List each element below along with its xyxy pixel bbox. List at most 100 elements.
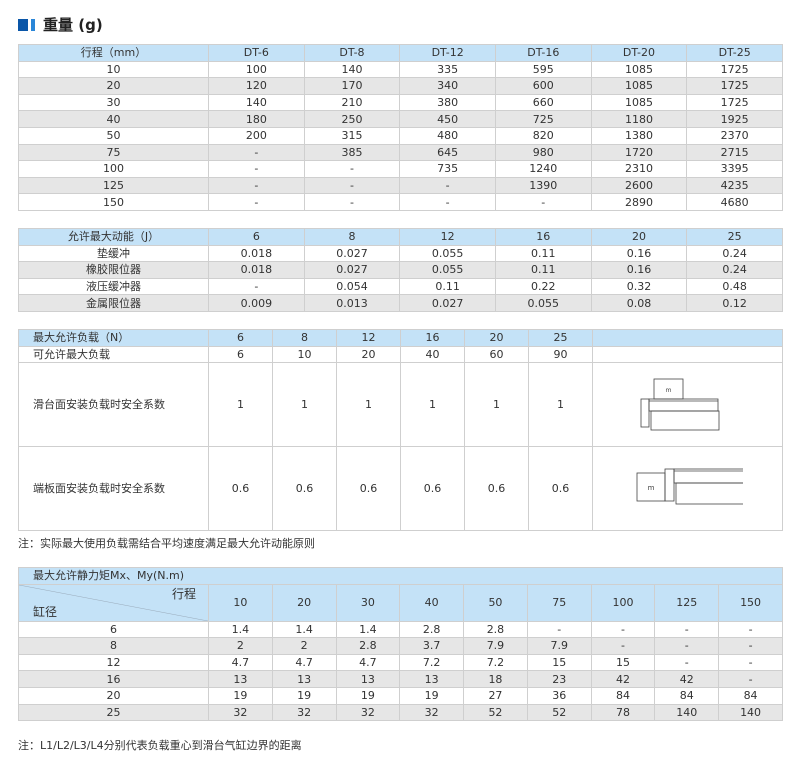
table-cell: 0.6 xyxy=(272,446,337,532)
header-row: 最大允许静力矩Mx、My(N.m) xyxy=(18,567,783,585)
stroke-label: 行程 xyxy=(171,586,196,601)
table-cell: 0.6 xyxy=(464,446,529,532)
table-cell: 4.7 xyxy=(208,653,273,672)
table-cell: 42 xyxy=(654,670,720,688)
table-cell: - xyxy=(303,193,401,211)
table-cell: 0.6 xyxy=(528,446,593,532)
table-cell: 120 xyxy=(208,77,305,95)
note-moment: 注：L1/L2/L3/L4分别代表负载重心到滑台气缸边界的距离 xyxy=(18,739,302,752)
table-cell: 1720 xyxy=(590,143,688,162)
table-cell: 40 xyxy=(399,583,465,622)
table-cell: - xyxy=(526,620,592,639)
table-cell: 3395 xyxy=(686,160,783,178)
diagram-cell: m xyxy=(592,362,783,448)
table-cell: 84 xyxy=(718,686,783,705)
table-row: 25 32 32 32 32 52 52 78 140 140 xyxy=(18,703,783,722)
table-cell: 0.22 xyxy=(494,277,592,296)
table-cell: 13 xyxy=(335,670,401,688)
table-cell: 0.018 xyxy=(208,244,305,263)
table-cell: 8 xyxy=(303,228,401,246)
table-row: 液压缓冲器 -0.054 0.11 0.22 0.32 0.48 xyxy=(18,277,783,296)
header-row: 行程（mm） DT-6 DT-8 DT-12 DT-16 DT-20 DT-25 xyxy=(18,44,783,62)
table-cell: 12 xyxy=(336,329,401,347)
table-cell: DT-12 xyxy=(399,44,496,62)
table-cell: 6 xyxy=(18,620,209,639)
table-cell: 0.018 xyxy=(208,261,305,279)
table-cell: 150 xyxy=(18,193,209,211)
table-row: 8 2 2 2.8 3.7 7.9 7.9- - - xyxy=(18,637,783,655)
table-cell: 0.08 xyxy=(590,294,688,312)
table-cell: 480 xyxy=(399,126,496,145)
table-cell: 725 xyxy=(494,110,592,128)
table-row: 75-385 645 980 1720 2715 xyxy=(18,143,783,162)
table-cell: 75 xyxy=(526,583,592,622)
table-cell: DT-20 xyxy=(590,44,688,62)
table-cell: 0.11 xyxy=(494,261,592,279)
table-cell: 6 xyxy=(208,329,273,347)
table-cell: 15 xyxy=(526,653,592,672)
table-cell: 25 xyxy=(686,228,783,246)
table-cell: 1 xyxy=(464,362,529,448)
table-cell: 19 xyxy=(399,686,465,705)
table-cell: 1.4 xyxy=(208,620,273,639)
table-cell: 1085 xyxy=(590,93,688,112)
table-row: 12 4.7 4.7 4.7 7.2 7.2 15 15- - xyxy=(18,653,783,672)
table-cell: 25 xyxy=(528,329,593,347)
table-cell: 0.054 xyxy=(303,277,401,296)
table-cell: 595 xyxy=(494,60,592,79)
table-cell: - xyxy=(208,277,305,296)
table-cell: 1725 xyxy=(686,60,783,79)
table-row: 6 1.4 1.4 1.4 2.8 2.8- - - - xyxy=(18,620,783,639)
end-mount-diagram: m xyxy=(636,468,755,505)
table-cell: 13 xyxy=(399,670,465,688)
table-cell: 52 xyxy=(463,703,528,722)
table-cell: - xyxy=(718,620,783,639)
table-cell: 250 xyxy=(303,110,401,128)
table-cell: 735 xyxy=(399,160,496,178)
table-cell: 2370 xyxy=(686,126,783,145)
table-row: 滑台面安装负载时安全系数 1 1 1 1 1 1 m xyxy=(18,362,783,448)
table-cell: 84 xyxy=(590,686,656,705)
table-cell: - xyxy=(494,193,592,211)
table-cell: 1 xyxy=(400,362,465,448)
table-cell: 垫缓冲 xyxy=(18,244,209,263)
table-cell: DT-25 xyxy=(686,44,783,62)
mass-label: m xyxy=(665,387,671,394)
table-cell: 金属限位器 xyxy=(18,294,209,312)
table-cell: 0.027 xyxy=(399,294,496,312)
table-cell: 4680 xyxy=(686,193,783,211)
table-cell: - xyxy=(303,176,401,195)
table-cell: 140 xyxy=(303,60,401,79)
table-cell: 210 xyxy=(303,93,401,112)
table-cell: 1 xyxy=(272,362,337,448)
table-cell: 32 xyxy=(271,703,337,722)
slide-mount-diagram: m xyxy=(640,378,719,431)
table-cell: 645 xyxy=(399,143,496,162)
table-cell: 13 xyxy=(208,670,273,688)
table-cell: 允许最大动能（J） xyxy=(18,228,209,246)
table-cell: 90 xyxy=(528,345,593,364)
table-cell: 端板面安装负载时安全系数 xyxy=(18,446,209,532)
table-cell: 1725 xyxy=(686,93,783,112)
table-cell: 820 xyxy=(494,126,592,145)
table-cell: 2600 xyxy=(590,176,688,195)
table-cell: - xyxy=(208,143,305,162)
table-cell: 0.027 xyxy=(303,244,401,263)
table-cell: 315 xyxy=(303,126,401,145)
table-row: 50 200 315 480 820 1380 2370 xyxy=(18,126,783,145)
mass-label: m xyxy=(647,484,654,492)
table-cell: 50 xyxy=(18,126,209,145)
table-cell: 3.7 xyxy=(399,637,465,655)
table-cell: 2.8 xyxy=(463,620,528,639)
table-cell: 140 xyxy=(208,93,305,112)
table-cell: 20 xyxy=(590,228,688,246)
table-cell: 385 xyxy=(303,143,401,162)
table-cell: 50 xyxy=(463,583,528,622)
header-row: 行程 缸径 10 20 30 40 50 75 100 125 150 xyxy=(18,583,783,622)
table-cell: 78 xyxy=(590,703,656,722)
table-row: 垫缓冲 0.018 0.027 0.055 0.11 0.16 0.24 xyxy=(18,244,783,263)
table-cell: 最大允许负载（N） xyxy=(18,329,209,347)
table-cell: 75 xyxy=(18,143,209,162)
table-cell: 2890 xyxy=(590,193,688,211)
table-cell: 0.027 xyxy=(303,261,401,279)
